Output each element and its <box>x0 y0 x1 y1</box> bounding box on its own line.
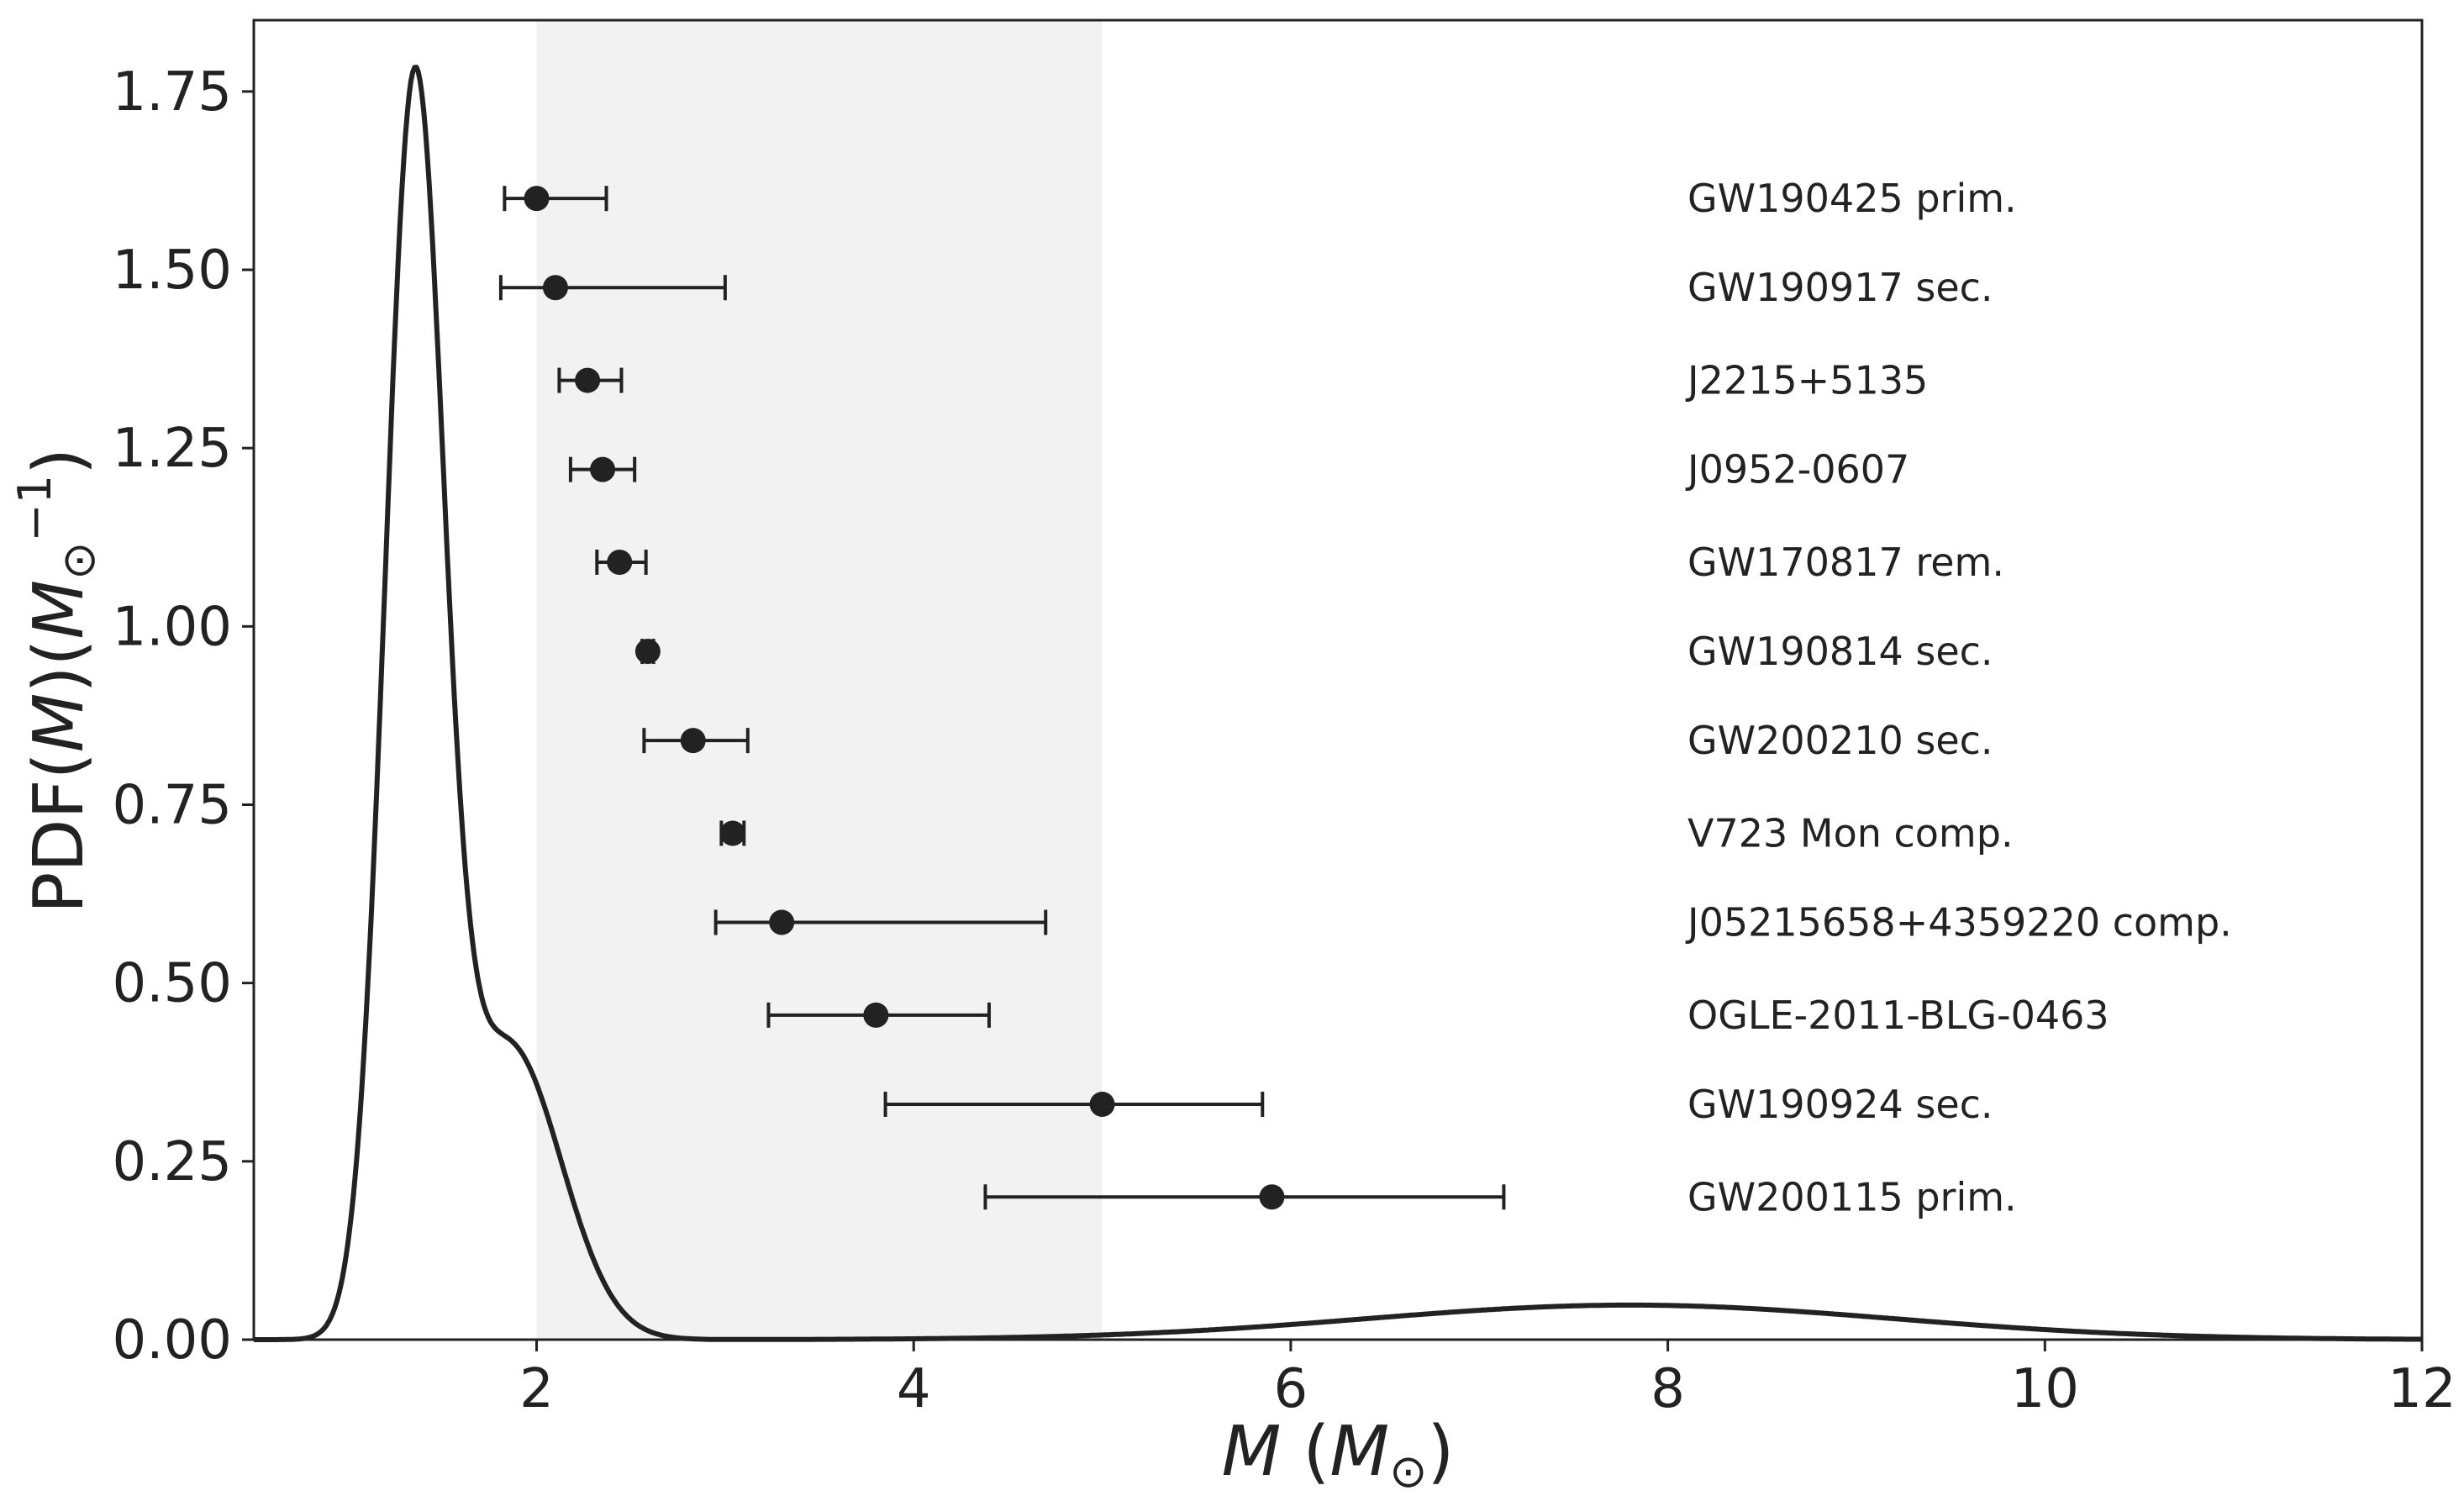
object-label: J05215658+4359220 comp. <box>1685 900 2232 945</box>
plot-frame <box>252 18 2424 1341</box>
mass-gap-region <box>536 20 1103 1340</box>
x-tick-label: 2 <box>519 1358 554 1420</box>
y-tick-label: 1.25 <box>113 418 233 480</box>
x-tick-label: 10 <box>2011 1358 2079 1420</box>
y-axis-label: PDF(M)(M⊙−1) <box>8 448 105 914</box>
data-point <box>769 909 795 935</box>
y-tick-label: 0.00 <box>113 1309 233 1372</box>
y-tick-label: 1.00 <box>113 596 233 658</box>
object-label: J0952-0607 <box>1685 447 1909 492</box>
object-label: J2215+5135 <box>1685 358 1928 403</box>
object-label: GW200115 prim. <box>1687 1174 2017 1219</box>
data-point <box>863 1002 889 1028</box>
object-label: GW170817 rem. <box>1687 540 2004 585</box>
y-tick-label: 0.25 <box>113 1131 233 1193</box>
object-label: OGLE-2011-BLG-0463 <box>1687 993 2109 1038</box>
data-point <box>1259 1184 1285 1210</box>
object-label: V723 Mon comp. <box>1687 810 2014 856</box>
pdf-curve-line <box>253 65 2423 1342</box>
data-point <box>575 367 601 393</box>
y-tick-label: 1.50 <box>113 240 233 302</box>
y-tick-label: 1.75 <box>113 61 233 124</box>
y-tick-label: 0.75 <box>113 775 233 837</box>
x-tick-label: 4 <box>897 1358 931 1420</box>
x-tick-label: 6 <box>1274 1358 1308 1420</box>
x-axis-label: M (M⊙) <box>1222 1412 1455 1498</box>
y-tick-label: 0.50 <box>113 953 233 1015</box>
data-point <box>542 275 568 301</box>
data-point <box>590 456 616 482</box>
data-point <box>607 549 633 575</box>
x-tick-label: 8 <box>1651 1358 1685 1420</box>
data-point <box>634 639 661 665</box>
data-point <box>1089 1091 1115 1117</box>
object-label: GW200210 sec. <box>1687 718 1993 763</box>
data-point <box>524 186 550 212</box>
object-label: GW190425 prim. <box>1687 176 2017 221</box>
x-tick-label: 12 <box>2388 1358 2456 1420</box>
data-point <box>680 728 706 754</box>
object-label: GW190917 sec. <box>1687 265 1993 310</box>
data-point <box>719 820 745 846</box>
object-label: GW190924 sec. <box>1687 1082 1993 1127</box>
object-label: GW190814 sec. <box>1687 629 1993 674</box>
